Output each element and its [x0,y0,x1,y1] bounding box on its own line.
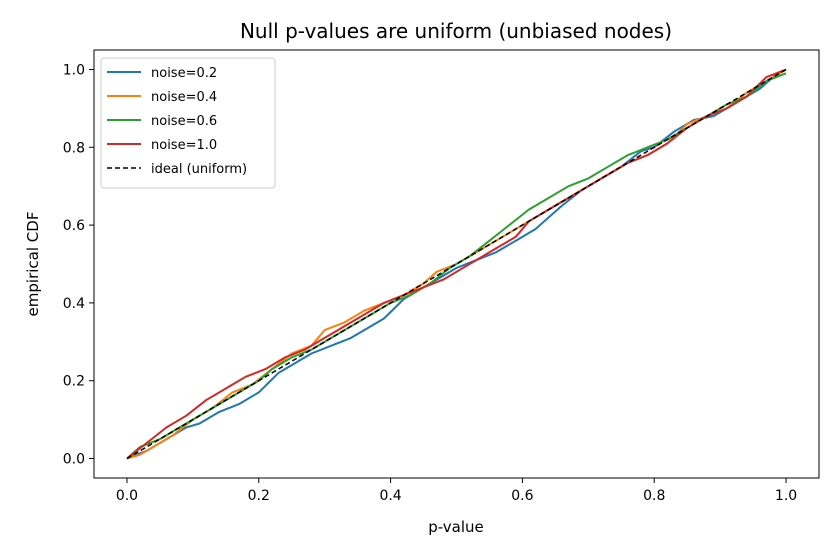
x-axis-label: p-value [428,518,484,536]
x-tick-label: 0.0 [116,488,138,504]
y-tick-label: 1.0 [63,62,85,78]
legend-label: noise=0.6 [151,114,217,129]
x-tick-label: 0.8 [643,488,665,504]
legend: noise=0.2 noise=0.4 noise=0.6 noise=1.0 idea… [100,57,276,189]
y-tick-label: 0.8 [63,140,85,156]
plot-area [93,49,820,479]
legend-label: noise=0.2 [151,66,217,81]
y-tick-label: 0.0 [63,452,85,468]
x-tick-label: 0.6 [511,488,533,504]
legend-label: noise=1.0 [151,138,217,153]
series-layer [126,68,787,460]
y-axis-label: empirical CDF [24,212,42,317]
x-tick-label: 0.4 [379,488,401,504]
legend-box [100,57,276,189]
x-tick-label: 1.0 [775,488,797,504]
x-tick-label: 0.2 [248,488,270,504]
axis-ticks: 0.0 0.2 0.4 0.6 0.8 1.0 0.0 0.2 0.4 0.6 0.8 1.0 [63,62,797,504]
y-tick-label: 0.2 [63,374,85,390]
legend-label: ideal (uniform) [151,162,247,177]
series-line-4 [126,68,787,460]
legend-label: noise=0.4 [151,90,217,105]
y-tick-label: 0.4 [63,296,85,312]
chart-title: Null p-values are uniform (unbiased node… [240,19,672,43]
y-tick-label: 0.6 [63,218,85,234]
